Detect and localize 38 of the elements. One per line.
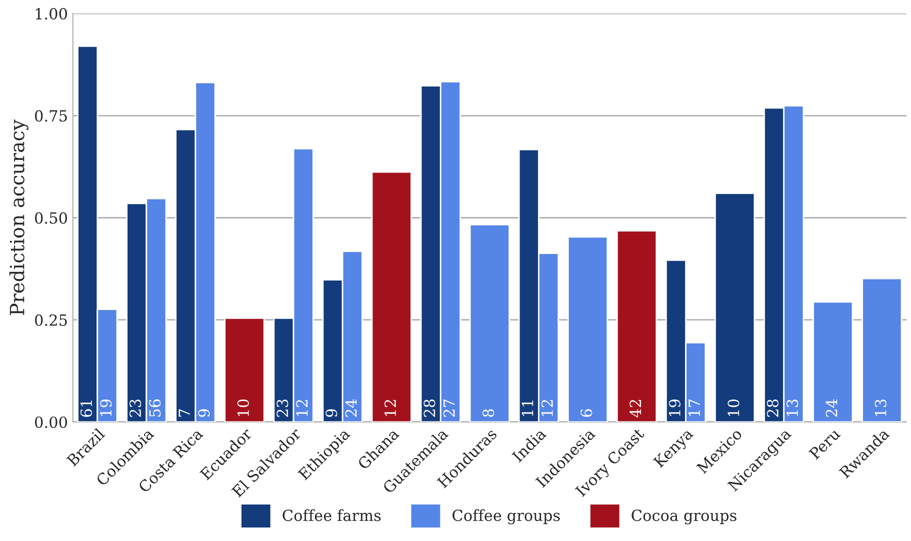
annotation: 19: [100, 399, 112, 416]
annotation: 10: [728, 399, 740, 416]
bar: [371, 171, 412, 422]
annotation: 17: [688, 400, 700, 416]
y-tick-label: 1.00: [36, 8, 68, 20]
annotation: 9: [198, 409, 210, 417]
annotation: 56: [149, 399, 161, 417]
annotation: 13: [786, 400, 798, 416]
annotation: 23: [276, 400, 288, 417]
annotation: 9: [326, 409, 338, 417]
annotation: 23: [130, 400, 142, 417]
y-tick-label: 0.50: [35, 212, 68, 224]
annotation: 19: [668, 399, 680, 416]
legend-label: Cocoa groups: [632, 510, 736, 524]
annotation: 8: [482, 409, 494, 417]
annotation: 12: [541, 400, 553, 416]
annotation: 24: [826, 399, 838, 417]
legend-label: Coffee groups: [452, 509, 560, 524]
annotation: 28: [424, 399, 436, 417]
annotation: 61: [80, 400, 92, 417]
annotation: 6: [580, 409, 592, 417]
y-tick-label: 0.25: [35, 314, 67, 326]
annotation: 11: [522, 400, 534, 416]
legend-label: Coffee farms: [282, 509, 381, 522]
annotation: 12: [296, 400, 308, 416]
annotation: 13: [874, 400, 886, 416]
bar: [224, 318, 265, 422]
annotation: 27: [443, 400, 455, 417]
annotation: 12: [384, 400, 396, 416]
annotation: 10: [237, 399, 249, 416]
y-tick-label: 0.00: [35, 416, 68, 428]
annotation: 7: [178, 409, 190, 417]
annotation: 28: [766, 399, 778, 417]
bar: [616, 230, 658, 422]
y-axis-title: Prediction accuracy: [9, 120, 28, 315]
y-tick-label: 0.75: [35, 110, 67, 122]
annotation: 24: [345, 399, 357, 417]
annotation: 42: [630, 400, 641, 418]
